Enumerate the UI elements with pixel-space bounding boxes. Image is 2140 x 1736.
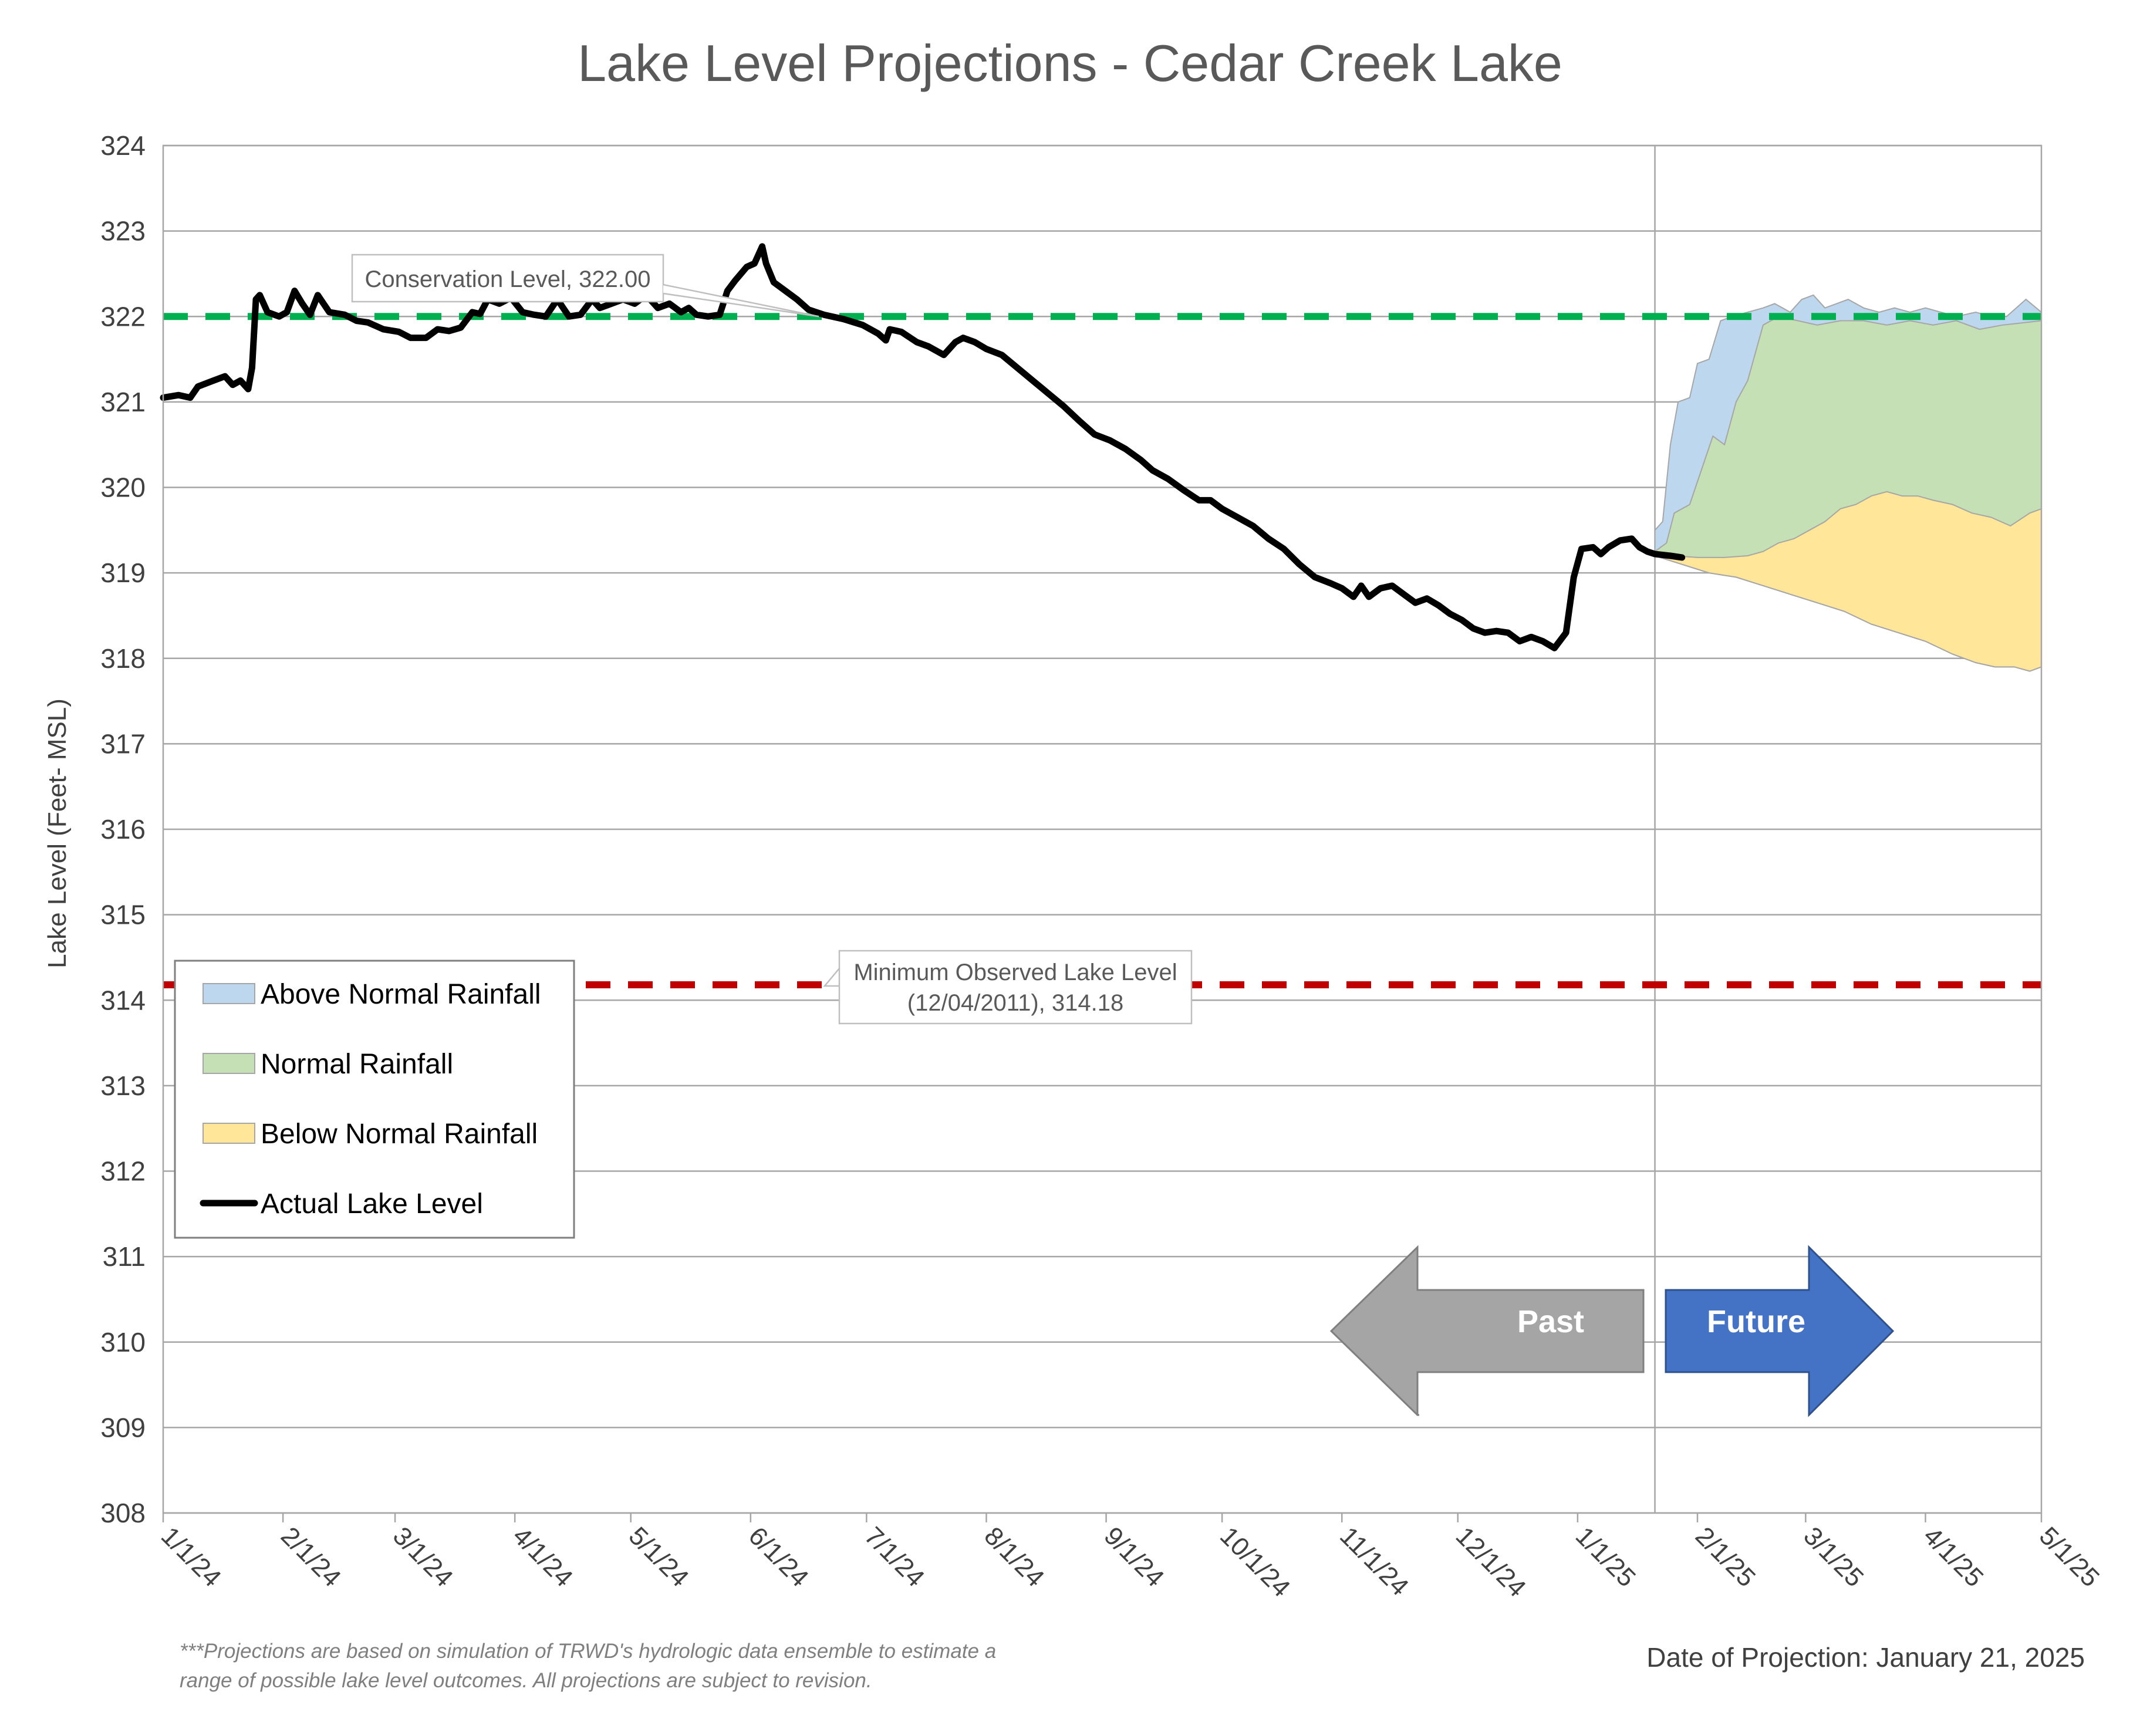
footnote-line-2: range of possible lake level outcomes. A… — [180, 1669, 872, 1692]
y-tick-label: 316 — [100, 814, 146, 845]
reference-callouts: Conservation Level, 322.00 Minimum Observ… — [351, 254, 1193, 1025]
legend-label: Above Normal Rainfall — [261, 979, 541, 1010]
y-tick-label: 324 — [100, 130, 146, 161]
legend-swatch — [202, 983, 255, 1004]
plot-frame — [162, 144, 2043, 1514]
y-axis-label: Lake Level (Feet- MSL) — [43, 698, 72, 968]
y-tick-label: 308 — [100, 1498, 146, 1528]
y-tick-label: 322 — [100, 301, 146, 332]
conservation-callout-label: Conservation Level, 322.00 — [365, 266, 651, 292]
past-arrow — [1329, 1245, 1645, 1416]
footnote-line-1: ***Projections are based on simulation o… — [180, 1640, 996, 1663]
future-arrow — [1665, 1245, 1895, 1417]
future-arrow-label: Future — [1707, 1304, 1805, 1339]
projection-areas — [1654, 294, 2042, 672]
y-tick-labels: 308 309 310 311 312 313 314 315 316 317 318 319 320 3… — [100, 130, 146, 1528]
y-tick-label: 315 — [100, 900, 146, 930]
past-arrow-label: Past — [1517, 1304, 1584, 1339]
legend-label: Actual Lake Level — [261, 1188, 483, 1220]
y-tick-label: 313 — [100, 1070, 146, 1101]
y-tick-label: 318 — [100, 643, 146, 674]
minimum-callout-label-line: (12/04/2011), 314.18 — [907, 990, 1123, 1016]
y-tick-label: 312 — [100, 1156, 146, 1187]
conservation-callout-box — [351, 254, 664, 303]
minimum-callout-label-line: Minimum Observed Lake Level — [853, 960, 1177, 985]
actual-lake-level-line — [160, 243, 1686, 651]
area-below-normal — [1654, 491, 2042, 672]
y-tick-label: 314 — [100, 985, 146, 1015]
minimum-callout-box — [838, 950, 1193, 1025]
y-tick-label: 319 — [100, 558, 146, 588]
y-tick-label: 317 — [100, 728, 146, 759]
axes — [162, 144, 2043, 1522]
projection-date: Date of Projection: January 21, 2025 — [1646, 1642, 2085, 1673]
y-tick-label: 320 — [100, 472, 146, 503]
y-tick-label: 310 — [100, 1327, 146, 1357]
legend-label: Below Normal Rainfall — [261, 1119, 538, 1150]
y-tick-label: 323 — [100, 216, 146, 246]
legend-label: Normal Rainfall — [261, 1049, 453, 1080]
past-future-arrows: Past Future — [1329, 1245, 1895, 1417]
legend-box — [174, 960, 575, 1239]
y-tick-label: 321 — [100, 387, 146, 417]
conservation-callout-pointer — [663, 283, 819, 318]
y-tick-label: 309 — [100, 1412, 146, 1443]
legend-swatch — [202, 1123, 255, 1144]
legend: Above Normal Rainfall Normal Rainfall Belo… — [174, 960, 575, 1239]
chart-title: Lake Level Projections - Cedar Creek Lak… — [578, 34, 1562, 92]
y-tick-label: 311 — [103, 1241, 146, 1272]
legend-swatch — [202, 1053, 255, 1074]
actual-level-line — [160, 243, 1686, 651]
